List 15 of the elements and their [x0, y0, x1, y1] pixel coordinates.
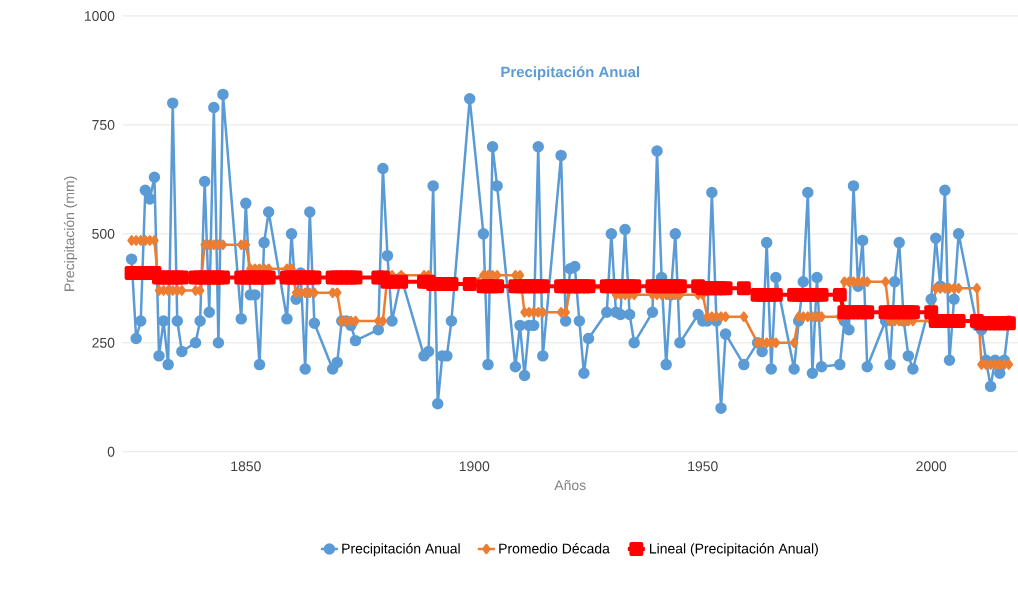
y-tick-label: 750	[92, 119, 115, 130]
legend-label: Promedio Década	[499, 542, 610, 554]
x-axis-title: Años	[554, 479, 586, 490]
y-axis-title: Precipitación (mm)	[63, 176, 78, 291]
y-tick-label: 250	[92, 337, 115, 348]
x-tick-label: 1900	[459, 461, 490, 471]
x-tick-label: 2000	[916, 461, 947, 471]
x-tick-label: 1850	[231, 461, 261, 471]
y-tick-label: 500	[92, 228, 115, 239]
text: Precipitación Anual	[501, 65, 639, 81]
y-tick-label: 0	[107, 446, 115, 457]
legend-label: Precipitación Anual	[342, 542, 460, 557]
y-tick-label: 1000	[84, 10, 115, 21]
legend-label: Lineal (Precipitación Anual)	[650, 542, 818, 557]
x-tick-label: 1950	[688, 461, 718, 471]
